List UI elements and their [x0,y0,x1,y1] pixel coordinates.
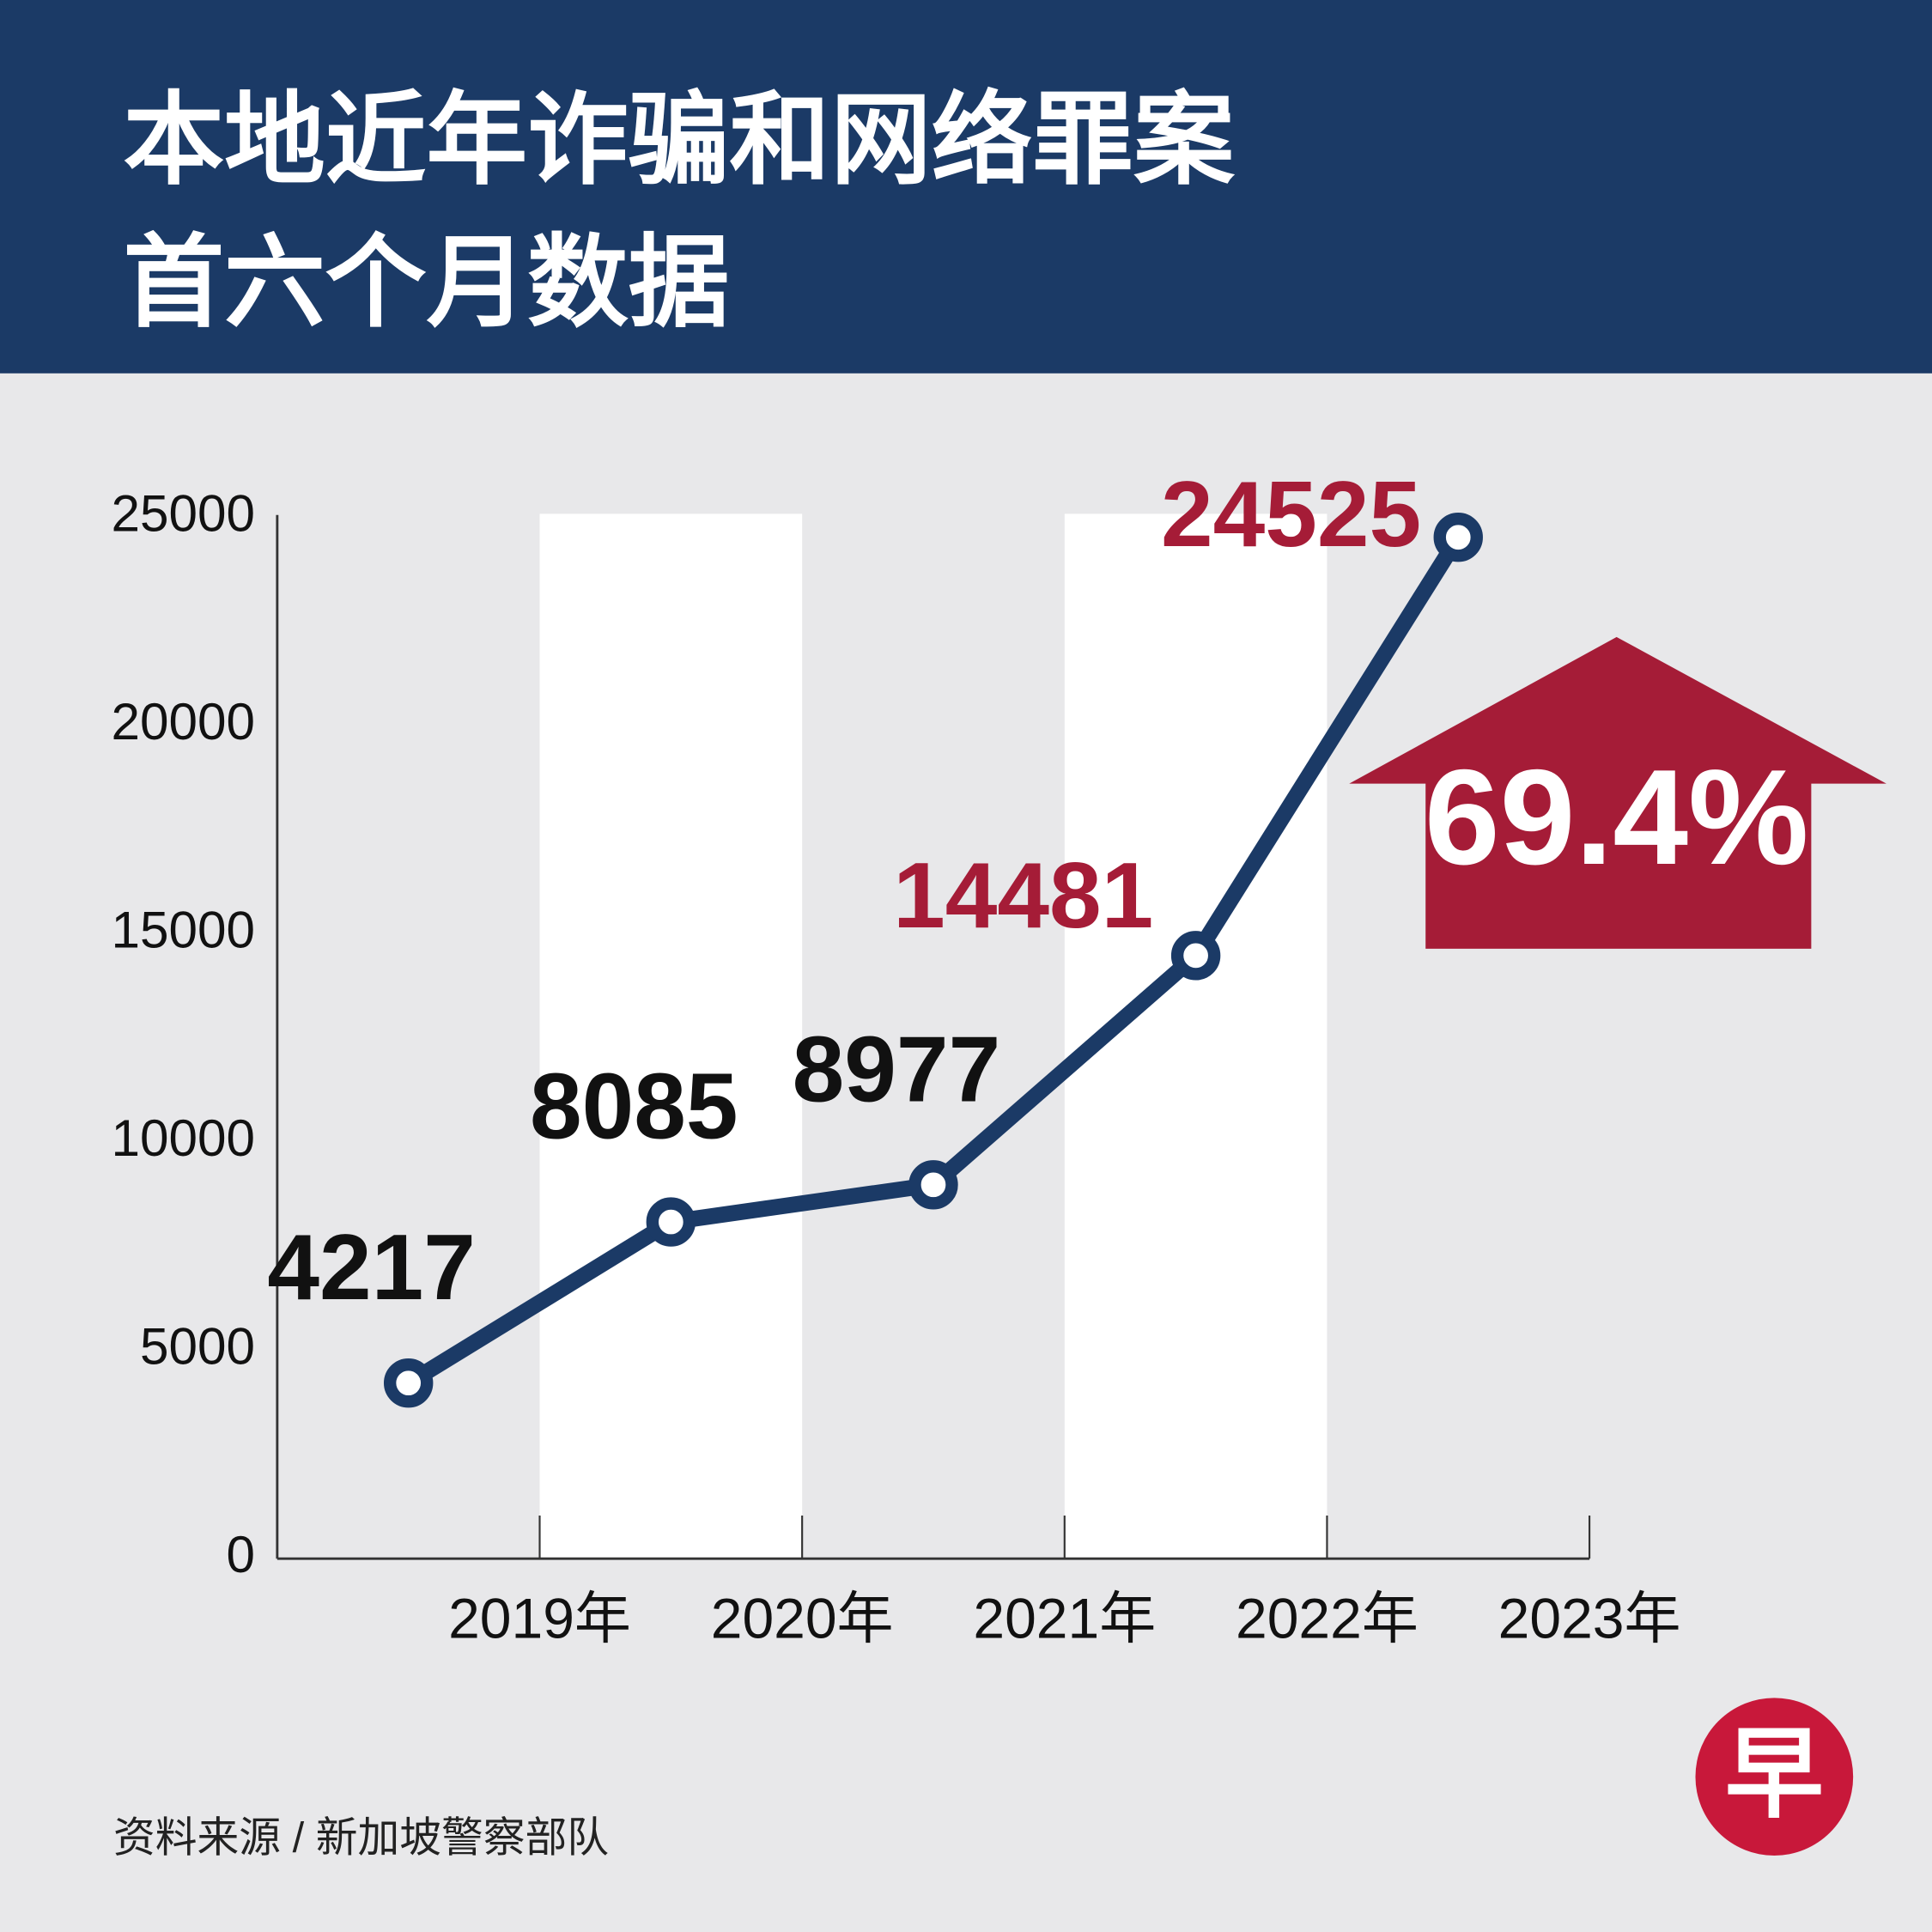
y-tick-label: 25000 [111,484,255,543]
annotation: 69.4% [1425,742,1809,893]
chart-title: 首六个月数据 [123,226,729,339]
y-tick-label: 10000 [111,1109,255,1167]
y-tick-label: 0 [227,1525,256,1583]
value-label: 14481 [893,843,1153,948]
source: 资料来源 / 新加坡警察部队 [113,1815,609,1862]
chart-title: 本地近年诈骗和网络罪案 [123,82,1236,196]
x-tick-label: 2021年 [973,1586,1156,1649]
point [1433,513,1483,562]
x-tick-label: 2023年 [1498,1586,1681,1649]
logo-badge [1695,1698,1854,1856]
y-tick-label: 20000 [111,692,255,750]
x-tick-label: 2020年 [711,1586,894,1649]
value-label: 8977 [793,1017,1001,1121]
x-tick-label: 2019年 [448,1586,631,1649]
point [1170,931,1221,981]
value-label: 24525 [1161,462,1421,567]
y-tick-label: 5000 [140,1317,255,1376]
value-label: 4217 [267,1215,476,1320]
increase-arrow [1349,636,1886,949]
y-tick-label: 15000 [111,901,255,959]
point [383,1358,434,1408]
point [908,1160,958,1210]
point [646,1197,696,1247]
value-label: 8085 [530,1054,738,1159]
header [0,0,1932,374]
logo: 早 [1725,1719,1824,1829]
band [539,513,803,1559]
x-tick-label: 2022年 [1236,1586,1419,1649]
